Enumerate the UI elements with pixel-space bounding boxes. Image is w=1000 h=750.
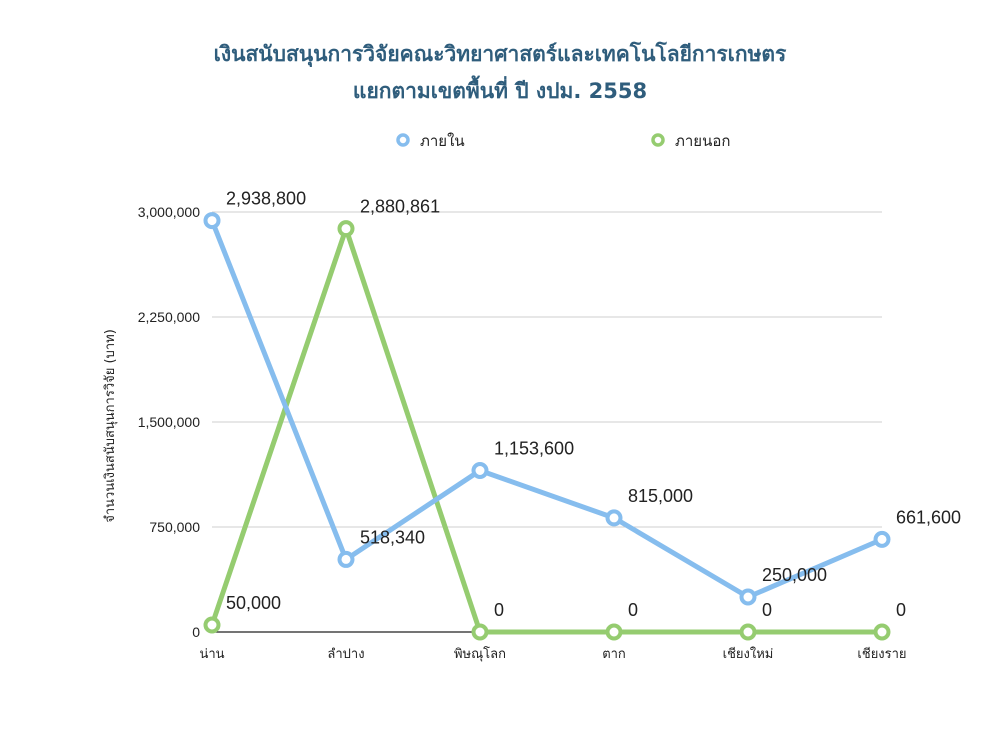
- data-label: 1,153,600: [494, 438, 574, 458]
- series: [203, 212, 891, 641]
- data-label: 250,000: [762, 565, 827, 585]
- data-label: 518,340: [360, 527, 425, 547]
- data-label: 2,938,800: [226, 189, 306, 209]
- data-point: [337, 550, 355, 568]
- data-label: 661,600: [896, 507, 961, 527]
- data-label: 2,880,861: [360, 197, 440, 217]
- x-tick-label: เชียงราย: [857, 646, 906, 662]
- x-tick-label: ตาก: [602, 647, 626, 662]
- data-point: [203, 616, 221, 634]
- x-tick-label: น่าน: [199, 647, 224, 662]
- x-tick-label: เชียงใหม่: [723, 646, 774, 662]
- y-axis-label: จำนวนเงินสนับสนุนการวิจัย (บาท): [103, 329, 118, 523]
- data-point: [203, 212, 221, 230]
- data-label: 0: [896, 600, 906, 620]
- legend-marker-internal: [396, 133, 410, 147]
- chart-title-line1: เงินสนับสนุนการวิจัยคณะวิทยาศาสตร์และเทค…: [214, 41, 787, 68]
- chart-title-line2: แยกตามเขตพื้นที่ ปี งปม. 2558: [353, 75, 647, 103]
- data-point: [471, 461, 489, 479]
- data-point: [739, 588, 757, 606]
- y-axis-ticks: 0 750,000 1,500,000 2,250,000 3,000,000: [138, 204, 201, 640]
- data-labels: 2,938,800 518,340 1,153,600 815,000 250,000 6…: [226, 189, 961, 620]
- data-label: 815,000: [628, 486, 693, 506]
- y-tick-label: 3,000,000: [138, 204, 200, 220]
- data-point: [337, 220, 355, 238]
- legend-label-internal: ภายใน: [420, 132, 465, 150]
- x-axis-ticks: น่าน ลำปาง พิษณุโลก ตาก เชียงใหม่ เชียงราย: [199, 646, 906, 662]
- series-line-0: [209, 218, 885, 600]
- data-label: 0: [628, 600, 638, 620]
- data-label: 50,000: [226, 593, 281, 613]
- y-tick-label: 0: [192, 624, 200, 640]
- y-tick-label: 2,250,000: [138, 309, 200, 325]
- data-point: [605, 623, 623, 641]
- data-point: [873, 530, 891, 548]
- x-tick-label: ลำปาง: [327, 647, 364, 662]
- data-label: 0: [494, 600, 504, 620]
- data-point: [605, 509, 623, 527]
- y-tick-label: 750,000: [149, 519, 200, 535]
- legend-marker-external: [651, 133, 665, 147]
- data-point: [873, 623, 891, 641]
- series-line-1: [209, 226, 885, 635]
- x-tick-label: พิษณุโลก: [454, 646, 506, 662]
- data-point: [739, 623, 757, 641]
- y-tick-label: 1,500,000: [138, 414, 200, 430]
- data-label: 0: [762, 600, 772, 620]
- data-point: [471, 623, 489, 641]
- legend-label-external: ภายนอก: [675, 132, 730, 150]
- legend: ภายใน ภายนอก: [396, 132, 730, 150]
